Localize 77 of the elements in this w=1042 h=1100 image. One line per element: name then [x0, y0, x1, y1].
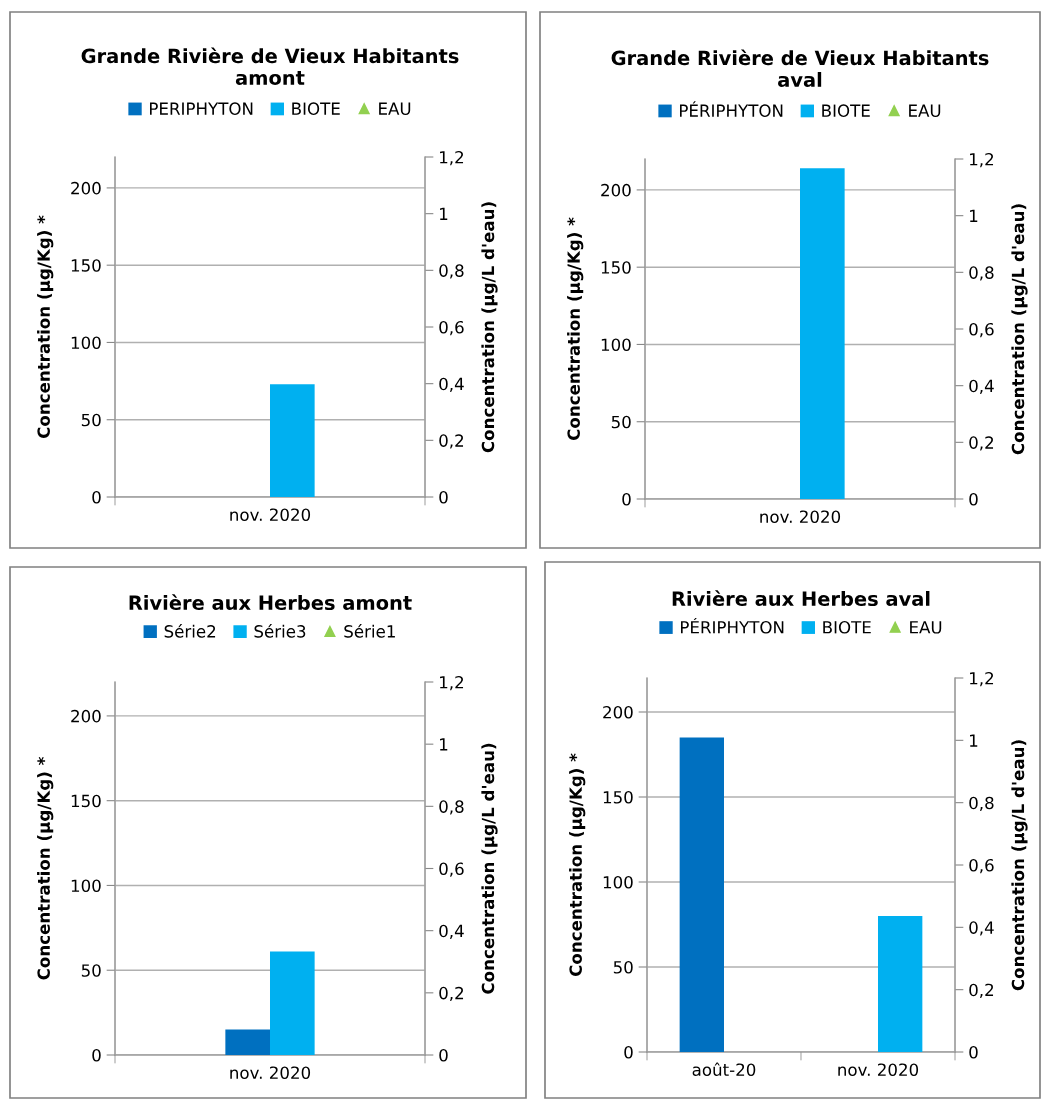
y-tick-label: 150 [603, 790, 633, 804]
legend-label: BIOTE [822, 104, 870, 117]
y-tick-label: 100 [603, 875, 633, 889]
x-tick-label: nov. 2020 [230, 508, 311, 522]
y2-tick-label: 0,2 [969, 436, 994, 451]
legend-label: Série2 [164, 624, 216, 638]
y-tick-label: 150 [601, 261, 631, 274]
y2-tick-label: 0,2 [969, 983, 994, 998]
y-tick-label: 50 [611, 415, 631, 429]
legend-label: EAU [910, 621, 942, 634]
y-tick-label: 200 [601, 183, 631, 197]
legend-label: Série1 [344, 624, 395, 638]
y2-tick-label: 0,6 [439, 320, 464, 336]
y2-tick-label: 0,8 [969, 266, 994, 281]
legend-label: EAU [379, 102, 411, 115]
chart-title: Grande Rivière de Vieux Habitants aval [611, 49, 989, 88]
y2-tick-label: 0,2 [439, 986, 464, 1002]
y2-tick-label: 0 [969, 1045, 978, 1059]
y-tick-label: 0 [622, 492, 631, 506]
y2-axis-title: Concentration (µg/L d'eau) [481, 743, 498, 994]
y-tick-label: 200 [71, 181, 101, 195]
y2-tick-label: 0,4 [969, 921, 994, 936]
y2-axis-title: Concentration (µg/L d'eau) [1011, 204, 1028, 455]
y2-tick-label: 1,2 [970, 152, 994, 168]
y-tick-label: 100 [71, 336, 101, 350]
y-tick-label: 100 [71, 879, 101, 893]
legend-label: BIOTE [292, 102, 340, 115]
y-tick-label: 50 [613, 960, 633, 974]
x-tick-label: nov. 2020 [230, 1066, 311, 1080]
y2-tick-label: 0 [439, 490, 448, 504]
y2-tick-label: 1 [970, 209, 978, 222]
y2-tick-label: 1 [440, 207, 448, 220]
y2-tick-label: 1,2 [970, 671, 994, 687]
y-axis-title: Concentration (µg/Kg) * [37, 215, 54, 439]
y2-tick-label: 0 [969, 492, 978, 506]
y-axis-title: Concentration (µg/Kg) * [567, 217, 584, 441]
y-tick-label: 100 [601, 338, 631, 352]
y2-tick-label: 0,2 [439, 434, 464, 449]
y-tick-label: 0 [92, 1048, 101, 1062]
y2-tick-label: 0,6 [969, 858, 994, 874]
legend-label: PÉRIPHYTON [680, 101, 783, 117]
x-tick-label: août-20 [692, 1062, 756, 1077]
y-tick-label: 0 [92, 490, 101, 504]
y-tick-label: 150 [71, 794, 101, 808]
chart-title: Rivière aux Herbes aval [672, 590, 930, 607]
legend-label: PÉRIPHYTON [681, 617, 784, 634]
chart-title: Rivière aux Herbes amont [129, 594, 412, 611]
y-tick-label: 200 [71, 709, 101, 723]
legend-label: Série3 [254, 624, 306, 638]
y2-tick-label: 0,4 [439, 924, 464, 939]
y2-tick-label: 0 [439, 1048, 448, 1062]
legend-label: EAU [909, 104, 941, 117]
legend-label: BIOTE [823, 620, 871, 634]
chart-title: Grande Rivière de Vieux Habitants amont [81, 47, 459, 86]
y2-tick-label: 0,4 [439, 377, 464, 392]
y2-tick-label: 0,4 [969, 379, 994, 394]
y-tick-label: 200 [603, 705, 633, 719]
y2-tick-label: 1,2 [440, 150, 464, 166]
x-tick-label: nov. 2020 [838, 1063, 919, 1077]
y2-tick-label: 1 [440, 738, 448, 751]
y2-tick-label: 1,2 [440, 675, 464, 691]
y2-axis-title: Concentration (µg/L d'eau) [481, 202, 498, 453]
y2-tick-label: 0,8 [439, 800, 464, 815]
y-axis-title: Concentration (µg/Kg) * [37, 756, 54, 980]
y-tick-label: 50 [81, 964, 101, 977]
x-tick-label: nov. 2020 [760, 510, 841, 524]
y-tick-label: 0 [624, 1045, 633, 1059]
y2-tick-label: 0,8 [439, 264, 464, 279]
y2-axis-title: Concentration (µg/L d'eau) [1011, 740, 1028, 991]
y-axis-title: Concentration (µg/Kg) * [569, 753, 586, 977]
y2-tick-label: 0,6 [969, 322, 994, 338]
y-tick-label: 150 [71, 259, 101, 272]
legend-label: PERIPHYTON [150, 102, 253, 115]
y-tick-label: 50 [81, 413, 101, 427]
y2-tick-label: 0,8 [969, 796, 994, 811]
y2-tick-label: 1 [970, 734, 978, 747]
y2-tick-label: 0,6 [439, 862, 464, 877]
